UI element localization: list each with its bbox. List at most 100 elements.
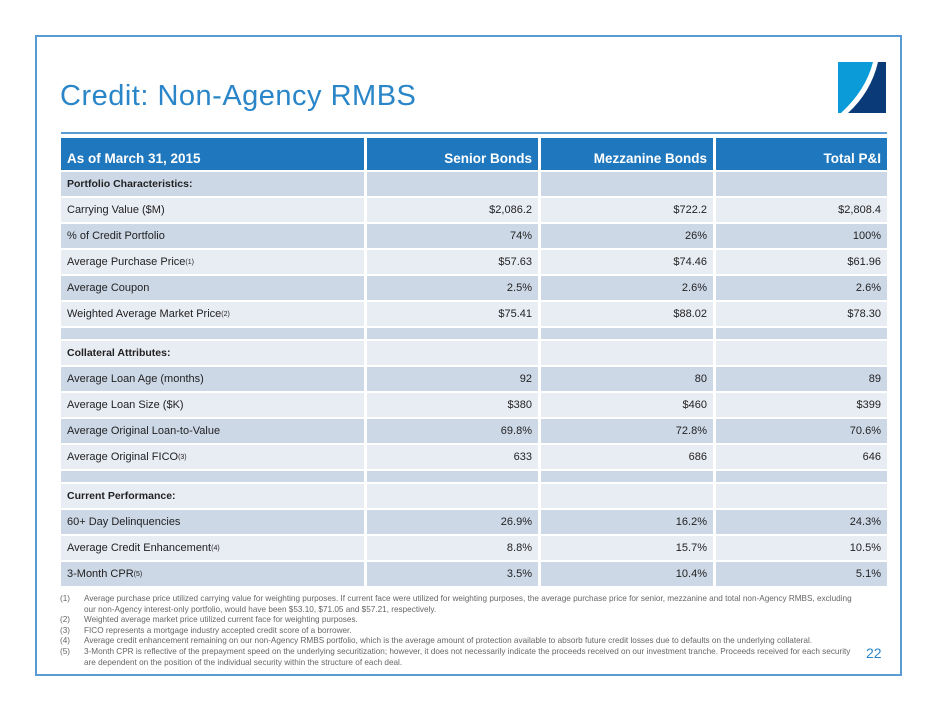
cell-mezzanine bbox=[541, 328, 713, 339]
cell-total: 70.6% bbox=[716, 419, 887, 443]
cell-mezzanine: 686 bbox=[541, 445, 713, 469]
company-logo-icon bbox=[838, 62, 886, 113]
cell-senior: 26.9% bbox=[367, 510, 538, 534]
cell-total: 646 bbox=[716, 445, 887, 469]
row-label: Average Original FICO (3) bbox=[61, 445, 364, 469]
row-label-text: Collateral Attributes: bbox=[67, 347, 171, 359]
table-row: 3-Month CPR (5) 3.5% 10.4% 5.1% bbox=[61, 562, 887, 586]
cell-senior: $75.41 bbox=[367, 302, 538, 326]
footnote: (1) Average purchase price utilized carry… bbox=[60, 594, 860, 615]
cell-senior bbox=[367, 484, 538, 508]
footnote: (3) FICO represents a mortgage industry a… bbox=[60, 626, 860, 637]
row-label-text: Portfolio Characteristics: bbox=[67, 178, 193, 190]
row-label bbox=[61, 328, 364, 339]
footnote-ref: (4) bbox=[211, 544, 220, 552]
row-label-text: 60+ Day Delinquencies bbox=[67, 516, 181, 528]
cell-senior: $57.63 bbox=[367, 250, 538, 274]
table-row: Average Coupon 2.5% 2.6% 2.6% bbox=[61, 276, 887, 300]
cell-senior: 633 bbox=[367, 445, 538, 469]
cell-mezzanine: 2.6% bbox=[541, 276, 713, 300]
cell-total: 89 bbox=[716, 367, 887, 391]
spacer-row bbox=[61, 471, 887, 482]
table-row: Average Original FICO (3) 633 686 646 bbox=[61, 445, 887, 469]
cell-senior: 74% bbox=[367, 224, 538, 248]
section-header-row: Collateral Attributes: bbox=[61, 341, 887, 365]
cell-senior: 8.8% bbox=[367, 536, 538, 560]
cell-mezzanine: $722.2 bbox=[541, 198, 713, 222]
footnote: (5) 3-Month CPR is reflective of the prep… bbox=[60, 647, 860, 668]
row-label-text: Carrying Value ($M) bbox=[67, 204, 165, 216]
row-label-text: % of Credit Portfolio bbox=[67, 230, 165, 242]
footnote-ref: (2) bbox=[221, 310, 230, 318]
row-label: Average Loan Age (months) bbox=[61, 367, 364, 391]
table-row: Weighted Average Market Price (2) $75.41 $8… bbox=[61, 302, 887, 326]
cell-mezzanine bbox=[541, 471, 713, 482]
row-label-text: Current Performance: bbox=[67, 490, 176, 502]
cell-total: $61.96 bbox=[716, 250, 887, 274]
slide-title: Credit: Non-Agency RMBS bbox=[60, 80, 417, 112]
cell-senior bbox=[367, 471, 538, 482]
footnote-number: (5) bbox=[60, 646, 71, 656]
cell-mezzanine: 72.8% bbox=[541, 419, 713, 443]
row-label: 3-Month CPR (5) bbox=[61, 562, 364, 586]
table-row: Average Credit Enhancement (4) 8.8% 15.7% 10… bbox=[61, 536, 887, 560]
cell-mezzanine: $460 bbox=[541, 393, 713, 417]
cell-mezzanine: 16.2% bbox=[541, 510, 713, 534]
table-row: 60+ Day Delinquencies 26.9% 16.2% 24.3% bbox=[61, 510, 887, 534]
row-label-text: Average Original FICO bbox=[67, 451, 179, 463]
cell-senior: 69.8% bbox=[367, 419, 538, 443]
title-divider bbox=[61, 132, 887, 134]
cell-senior bbox=[367, 328, 538, 339]
cell-total bbox=[716, 484, 887, 508]
row-label-text: Average Loan Age (months) bbox=[67, 373, 204, 385]
cell-total bbox=[716, 341, 887, 365]
cell-senior: 92 bbox=[367, 367, 538, 391]
header-senior-bonds: Senior Bonds bbox=[367, 138, 538, 170]
row-label: Average Original Loan-to-Value bbox=[61, 419, 364, 443]
rmbs-table: As of March 31, 2015 Senior Bonds Mezzan… bbox=[61, 138, 887, 588]
footnote-number: (4) bbox=[60, 636, 71, 646]
table-row: Average Loan Age (months) 92 80 89 bbox=[61, 367, 887, 391]
cell-total bbox=[716, 328, 887, 339]
slide-frame bbox=[35, 35, 902, 676]
cell-senior: 2.5% bbox=[367, 276, 538, 300]
cell-mezzanine: $74.46 bbox=[541, 250, 713, 274]
row-label-text: 3-Month CPR bbox=[67, 568, 134, 580]
row-label: Collateral Attributes: bbox=[61, 341, 364, 365]
row-label: Average Coupon bbox=[61, 276, 364, 300]
cell-senior bbox=[367, 172, 538, 196]
cell-total bbox=[716, 471, 887, 482]
header-as-of-date: As of March 31, 2015 bbox=[61, 138, 364, 170]
row-label-text: Average Purchase Price bbox=[67, 256, 186, 268]
cell-mezzanine: 80 bbox=[541, 367, 713, 391]
footnote-number: (2) bbox=[60, 615, 71, 625]
row-label-text: Average Loan Size ($K) bbox=[67, 399, 184, 411]
footnotes: (1) Average purchase price utilized carry… bbox=[60, 594, 860, 668]
cell-total: 5.1% bbox=[716, 562, 887, 586]
footnote-ref: (1) bbox=[185, 258, 194, 266]
cell-total: $78.30 bbox=[716, 302, 887, 326]
cell-senior: $380 bbox=[367, 393, 538, 417]
table-row: Average Loan Size ($K) $380 $460 $399 bbox=[61, 393, 887, 417]
table-header-row: As of March 31, 2015 Senior Bonds Mezzan… bbox=[61, 138, 887, 170]
row-label: Average Loan Size ($K) bbox=[61, 393, 364, 417]
row-label: Average Credit Enhancement (4) bbox=[61, 536, 364, 560]
footnote-text: Weighted average market price utilized c… bbox=[84, 615, 358, 625]
footnote-number: (1) bbox=[60, 594, 71, 603]
footnote: (4) Average credit enhancement remaining … bbox=[60, 636, 860, 647]
cell-total: $399 bbox=[716, 393, 887, 417]
cell-total: 2.6% bbox=[716, 276, 887, 300]
footnote: (2) Weighted average market price utilize… bbox=[60, 615, 860, 626]
table-row: % of Credit Portfolio 74% 26% 100% bbox=[61, 224, 887, 248]
row-label: Portfolio Characteristics: bbox=[61, 172, 364, 196]
row-label bbox=[61, 471, 364, 482]
cell-total: $2,808.4 bbox=[716, 198, 887, 222]
cell-total: 24.3% bbox=[716, 510, 887, 534]
cell-mezzanine bbox=[541, 341, 713, 365]
cell-mezzanine: 26% bbox=[541, 224, 713, 248]
header-mezzanine-bonds: Mezzanine Bonds bbox=[541, 138, 713, 170]
row-label: % of Credit Portfolio bbox=[61, 224, 364, 248]
footnote-text: FICO represents a mortgage industry acce… bbox=[84, 625, 352, 635]
footnote-text: 3-Month CPR is reflective of the prepaym… bbox=[84, 646, 851, 667]
cell-mezzanine bbox=[541, 484, 713, 508]
